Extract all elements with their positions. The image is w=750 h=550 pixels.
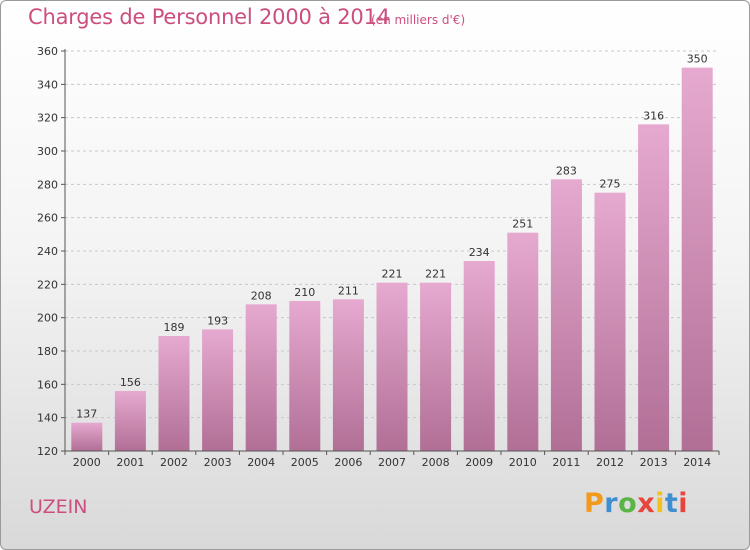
axes bbox=[61, 49, 720, 455]
x-tick-label: 2000 bbox=[73, 456, 101, 469]
y-tick-label: 140 bbox=[37, 412, 58, 425]
bar bbox=[550, 179, 582, 452]
bar bbox=[594, 192, 626, 451]
bar bbox=[463, 261, 495, 451]
y-tick-label: 260 bbox=[37, 212, 58, 225]
y-tick-label: 340 bbox=[37, 78, 58, 91]
logo-letter: P bbox=[584, 488, 605, 519]
bar bbox=[202, 329, 234, 451]
x-tick-label: 2004 bbox=[247, 456, 275, 469]
bar bbox=[420, 282, 452, 451]
bar-value-label: 234 bbox=[469, 246, 490, 259]
logo-letter: i bbox=[678, 488, 689, 519]
bar bbox=[158, 336, 190, 451]
x-tick-label: 2013 bbox=[640, 456, 668, 469]
bar bbox=[245, 304, 277, 451]
bar-value-label: 275 bbox=[600, 178, 621, 191]
chart-title: Charges de Personnel 2000 à 2014 bbox=[28, 5, 390, 29]
y-tick-label: 240 bbox=[37, 245, 58, 258]
bar bbox=[681, 67, 713, 452]
x-tick-label: 2012 bbox=[596, 456, 624, 469]
x-tick-label: 2001 bbox=[116, 456, 144, 469]
bar-value-label: 221 bbox=[382, 268, 403, 281]
bar-value-label: 193 bbox=[207, 314, 228, 327]
logo-letter: o bbox=[618, 488, 638, 519]
bar-value-label: 316 bbox=[643, 109, 664, 122]
bar-value-label: 283 bbox=[556, 164, 577, 177]
bar bbox=[507, 232, 539, 451]
bar bbox=[332, 299, 364, 451]
bar-value-label: 189 bbox=[164, 321, 185, 334]
x-tick-label: 2007 bbox=[378, 456, 406, 469]
x-tick-label: 2014 bbox=[683, 456, 711, 469]
bar-value-label: 221 bbox=[425, 268, 446, 281]
bars bbox=[71, 67, 713, 452]
y-tick-label: 160 bbox=[37, 378, 58, 391]
labels: 120 140 160 180 200 220 240 260 280 300 320 340 360 1… bbox=[37, 45, 711, 469]
y-tick-label: 220 bbox=[37, 278, 58, 291]
y-tick-label: 320 bbox=[37, 112, 58, 125]
x-tick-label: 2009 bbox=[465, 456, 493, 469]
logo-letter: r bbox=[604, 488, 619, 519]
bar-value-label: 210 bbox=[294, 286, 315, 299]
bar-value-label: 211 bbox=[338, 284, 359, 297]
bar-value-label: 208 bbox=[251, 289, 272, 302]
bar bbox=[638, 124, 670, 451]
bar bbox=[71, 422, 103, 451]
x-tick-label: 2006 bbox=[334, 456, 362, 469]
chart-subtitle: (en milliers d'€) bbox=[371, 13, 466, 27]
x-tick-label: 2003 bbox=[204, 456, 232, 469]
x-tick-label: 2010 bbox=[509, 456, 537, 469]
logo-letter: t bbox=[664, 488, 679, 519]
y-tick-label: 120 bbox=[37, 445, 58, 458]
bar-value-label: 350 bbox=[687, 53, 708, 66]
x-tick-label: 2005 bbox=[291, 456, 319, 469]
logo-letter: x bbox=[637, 488, 656, 519]
proxiti-logo: Proxiti bbox=[584, 488, 688, 519]
y-tick-label: 300 bbox=[37, 145, 58, 158]
bar-value-label: 251 bbox=[512, 218, 533, 231]
bar bbox=[114, 391, 146, 451]
x-tick-label: 2008 bbox=[422, 456, 450, 469]
y-tick-label: 280 bbox=[37, 178, 58, 191]
bar bbox=[376, 282, 408, 451]
x-tick-label: 2002 bbox=[160, 456, 188, 469]
bar bbox=[289, 301, 321, 451]
bar-value-label: 137 bbox=[76, 408, 97, 421]
y-tick-label: 180 bbox=[37, 345, 58, 358]
logo-letter: i bbox=[655, 488, 665, 519]
y-tick-label: 200 bbox=[37, 312, 58, 325]
place-name: UZEIN bbox=[29, 496, 88, 518]
bar-value-label: 156 bbox=[120, 376, 141, 389]
x-tick-label: 2011 bbox=[552, 456, 580, 469]
y-tick-label: 360 bbox=[37, 45, 58, 58]
